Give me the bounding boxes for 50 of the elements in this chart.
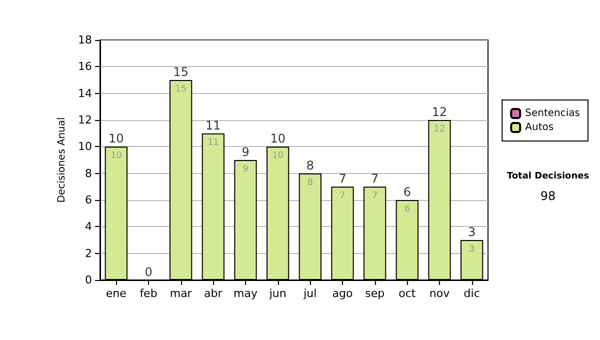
total-label: 12 (432, 105, 448, 119)
total-label: 9 (242, 145, 250, 159)
total-label: 0 (144, 265, 152, 279)
total-label: 10 (108, 132, 124, 146)
total-label: 3 (468, 225, 476, 239)
x-tick-label: sep (365, 287, 385, 300)
data-label: 12 (434, 124, 446, 134)
total-label: 11 (206, 118, 221, 132)
data-label: 11 (207, 138, 219, 148)
text: 98 (540, 189, 556, 203)
y-tick-label: 0 (85, 274, 92, 286)
data-label: 15 (175, 84, 187, 94)
y-tick-label: 14 (78, 86, 92, 100)
x-tick-label: jun (268, 287, 286, 300)
x-tick-label: may (234, 287, 258, 300)
y-tick-label: 6 (85, 194, 92, 206)
total-label: 10 (270, 132, 286, 146)
y-tick-label: 18 (78, 34, 92, 46)
x-tick-label: oct (398, 287, 416, 300)
x-tick-label: feb (140, 287, 158, 300)
y-tick-label: 10 (78, 140, 92, 154)
data-label: 10 (110, 151, 122, 162)
x-tick-label: jul (302, 287, 317, 300)
x-tick-label: dic (464, 287, 480, 300)
total-label: 15 (173, 65, 188, 79)
total-label: 6 (403, 185, 411, 199)
y-tick-label: 4 (85, 220, 92, 234)
x-tick-label: mar (170, 287, 192, 300)
data-label: 9 (242, 164, 249, 174)
text: Total Decisiones (506, 172, 590, 182)
total-label: 7 (371, 172, 379, 186)
data-label: 8 (307, 178, 314, 188)
y-tick-label: 12 (78, 114, 92, 126)
data-label: 10 (272, 151, 284, 162)
x-tick-label: ago (332, 287, 353, 300)
data-label: 7 (340, 191, 346, 202)
x-tick-label: ene (106, 287, 127, 300)
y-tick-label: 16 (78, 60, 92, 74)
data-label: 3 (468, 244, 475, 254)
total-label: 8 (306, 158, 314, 172)
x-tick-label: abr (204, 287, 223, 300)
legend-label: Sentencias (525, 108, 580, 119)
legend-label: Autos (525, 122, 554, 133)
y-tick-label: 8 (85, 166, 92, 180)
y-tick-label: 2 (85, 246, 92, 260)
y-axis-title: Decisiones Anual (56, 117, 68, 203)
total-label: 7 (338, 172, 346, 186)
data-label: 6 (404, 204, 410, 214)
x-tick-label: nov (429, 287, 450, 300)
data-label: 7 (372, 191, 378, 202)
